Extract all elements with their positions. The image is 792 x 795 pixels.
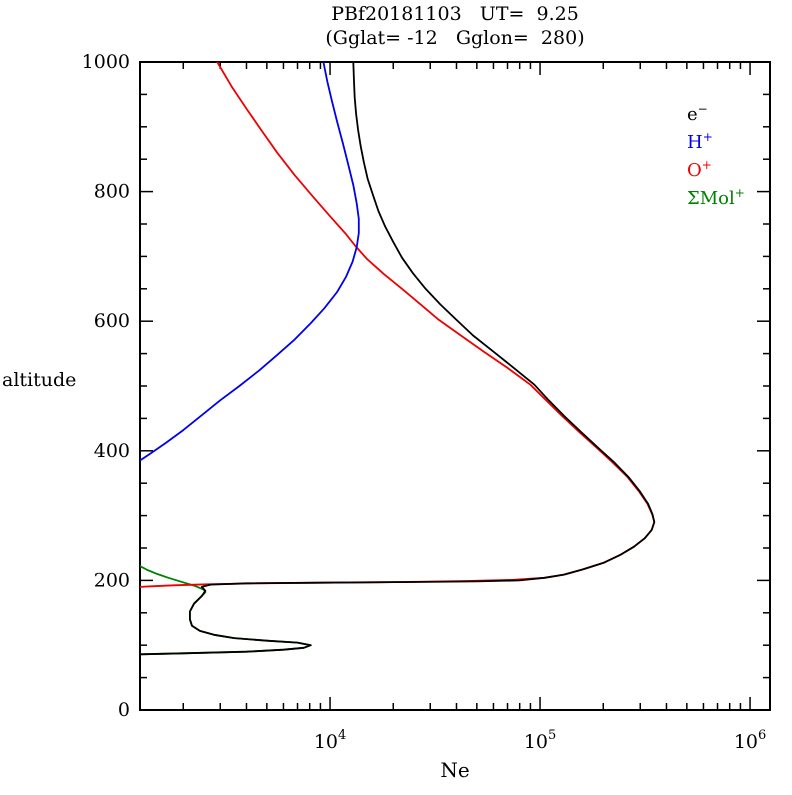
series-curve-H+ <box>140 62 360 462</box>
legend-label: O <box>687 160 702 181</box>
x-tick-label: 104 <box>314 728 346 753</box>
x-axis-label: Ne <box>440 758 470 782</box>
legend-item-electron: e− <box>687 95 745 125</box>
y-tick-label: 1000 <box>82 51 130 73</box>
legend-label: e <box>687 104 698 125</box>
plot-frame <box>139 61 771 711</box>
y-axis-label: altitude <box>2 369 77 391</box>
legend: e− H+ O+ ΣMol+ <box>687 95 745 209</box>
legend-item-h-plus: H+ <box>687 123 745 153</box>
y-tick-label: 800 <box>94 181 130 203</box>
legend-superscript: + <box>702 130 713 144</box>
x-tick-label: 105 <box>524 728 556 753</box>
series-curve-e- <box>140 62 656 656</box>
x-tick-labels: 104 105 106 <box>314 728 766 753</box>
y-tick-label: 600 <box>94 310 130 332</box>
axis-ticks <box>140 61 770 711</box>
y-tick-label: 200 <box>94 569 130 591</box>
x-tick-label: 106 <box>734 728 766 753</box>
legend-label: ΣMol <box>687 188 735 209</box>
legend-label: H <box>687 132 703 153</box>
chart-subtitle: (Gglat= -12 Gglon= 280) <box>325 27 585 49</box>
y-tick-labels: 0 200 400 600 800 1000 <box>82 51 130 721</box>
series-curves <box>140 62 656 656</box>
legend-item-o-plus: O+ <box>687 151 745 181</box>
legend-item-mol-plus: ΣMol+ <box>687 179 745 209</box>
y-tick-label: 400 <box>94 440 130 462</box>
chart-title: PBf20181103 UT= 9.25 <box>331 3 579 25</box>
y-tick-label: 0 <box>118 699 130 721</box>
legend-superscript: + <box>701 158 712 172</box>
legend-superscript: − <box>697 102 708 116</box>
series-curve-O+ <box>140 62 656 588</box>
legend-superscript: + <box>734 186 745 200</box>
